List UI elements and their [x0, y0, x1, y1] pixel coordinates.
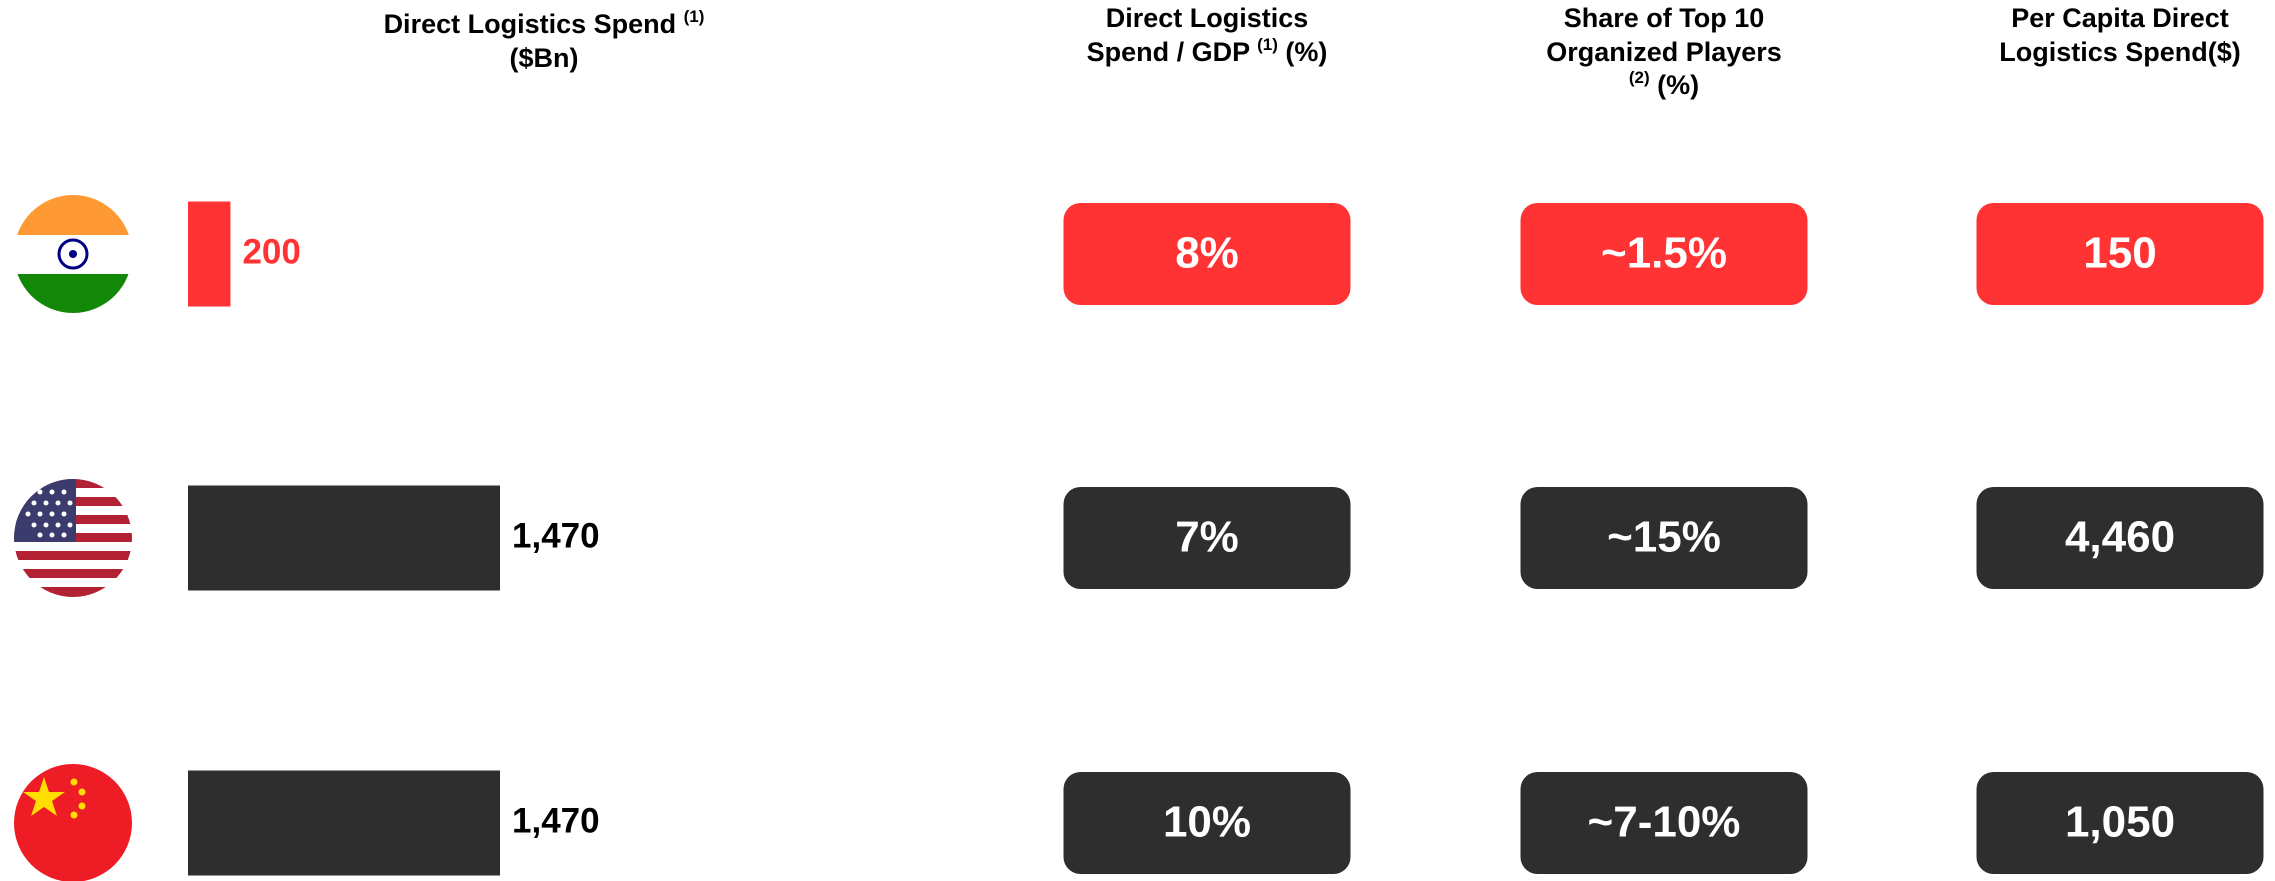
metric-value: 10% — [1163, 798, 1251, 847]
metric-value: 4,460 — [2065, 513, 2175, 562]
metric-tile — [1976, 772, 2264, 874]
column-header: (2) (%) — [1629, 62, 1699, 100]
column-header: Share of Top 10 — [1564, 3, 1765, 33]
flag-china — [14, 764, 132, 881]
column-header: Organized Players — [1546, 37, 1782, 67]
metric-value: 1,050 — [2065, 798, 2175, 847]
metric-value: 150 — [2083, 229, 2156, 278]
bar — [188, 485, 500, 591]
metric-tile — [1520, 203, 1808, 305]
flag-india — [14, 195, 132, 313]
column-header: Per Capita Direct — [2011, 3, 2229, 33]
bar-value-label: 1,470 — [512, 516, 600, 555]
metric-value: 8% — [1175, 229, 1239, 278]
bar — [188, 770, 500, 876]
metric-value: ~1.5% — [1601, 229, 1727, 278]
bar-value-label: 1,470 — [512, 801, 600, 840]
column-header: Direct Logistics — [1106, 3, 1309, 33]
column-header: Direct Logistics Spend (1) — [384, 7, 705, 39]
metric-tile — [1976, 203, 2264, 305]
column-header: Spend / GDP (1) (%) — [1087, 29, 1328, 67]
flag-usa — [14, 479, 132, 597]
column-subheader: ($Bn) — [510, 43, 579, 73]
metric-value: 7% — [1175, 513, 1239, 562]
metric-tile — [1520, 487, 1808, 589]
bar-value-label: 200 — [242, 232, 300, 271]
metric-tile — [1063, 203, 1351, 305]
metric-tile — [1063, 772, 1351, 874]
metric-tile — [1063, 487, 1351, 589]
column-header: Logistics Spend($) — [1999, 37, 2241, 67]
metric-value: ~15% — [1607, 513, 1721, 562]
metric-tile — [1976, 487, 2264, 589]
bar — [188, 201, 231, 307]
metric-value: ~7-10% — [1588, 798, 1741, 847]
metric-tile — [1520, 772, 1808, 874]
